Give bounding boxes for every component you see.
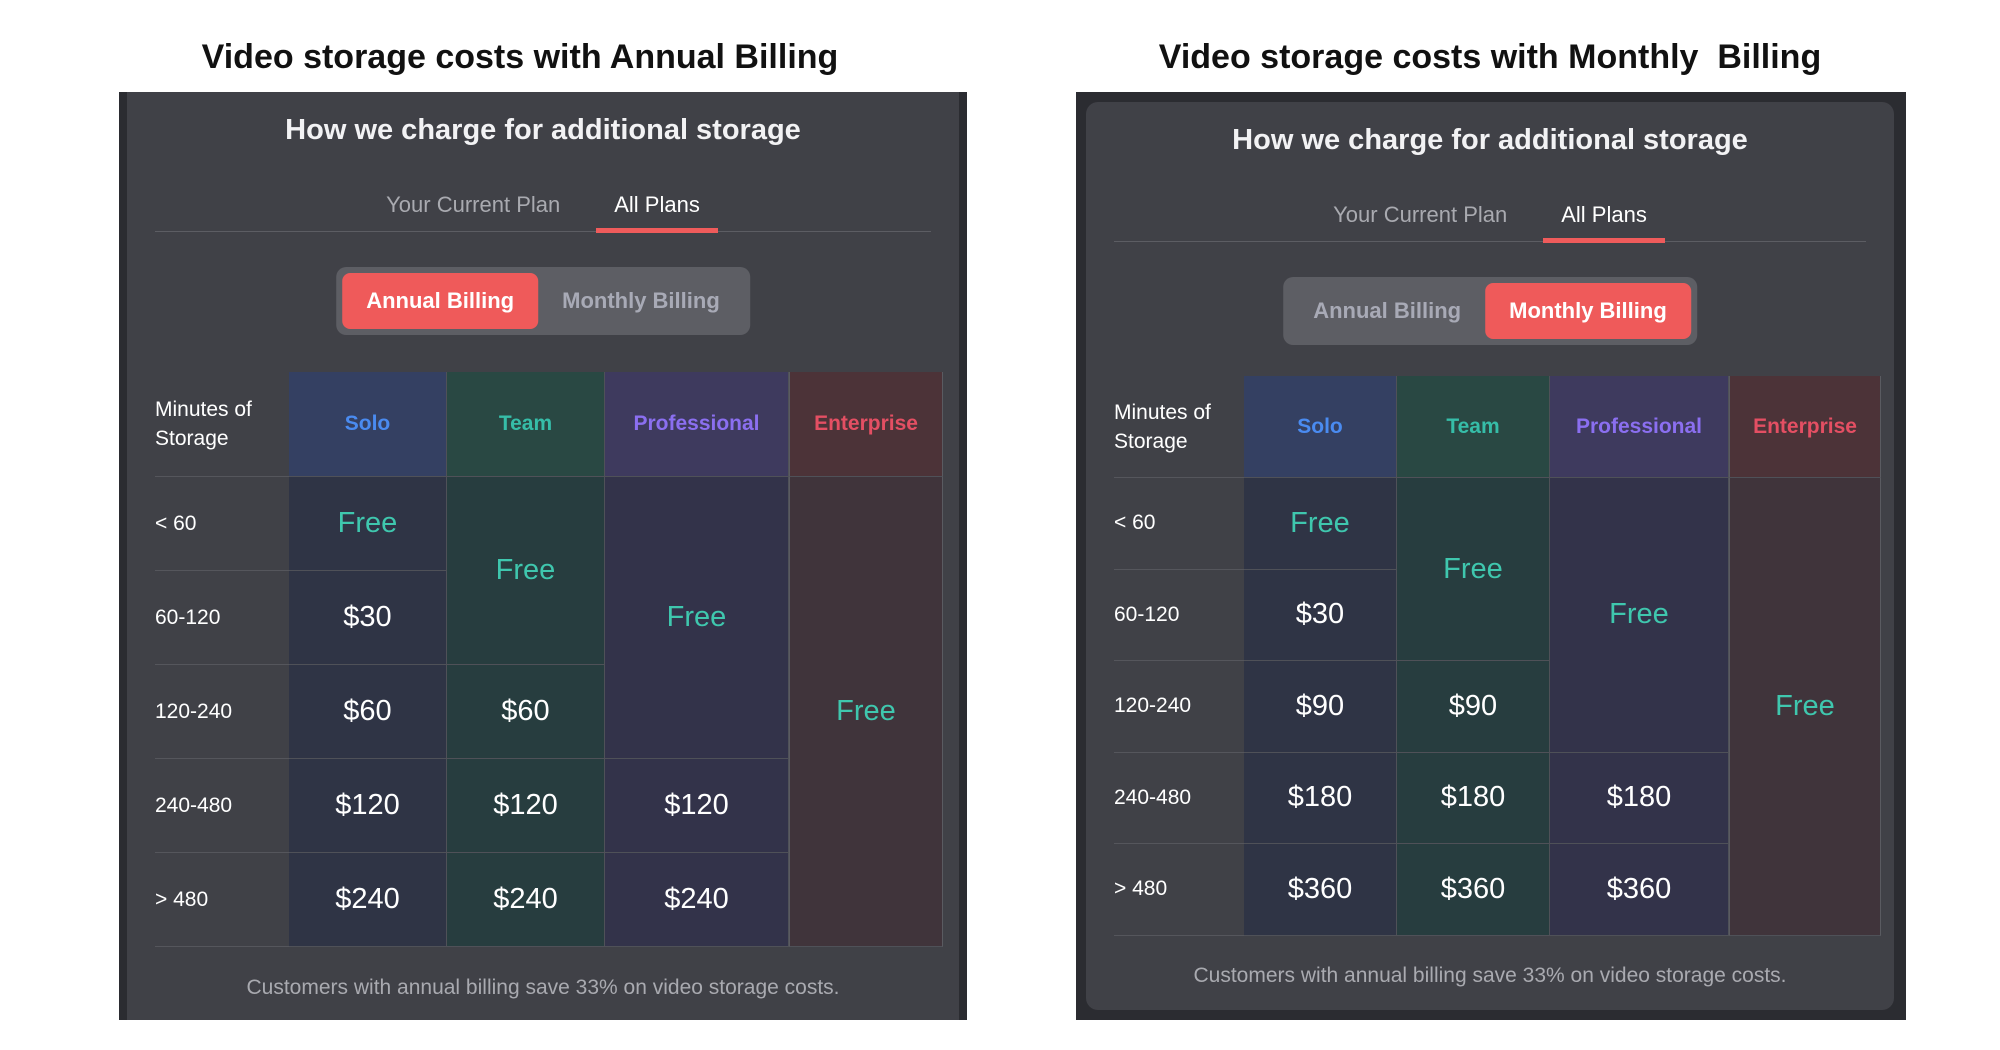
row-label-240-480: 240-480 [155,759,289,853]
card-title: How we charge for additional storage [1232,124,1748,156]
row-label-240-480: 240-480 [1114,753,1244,844]
plan-tabs: Your Current Plan All Plans [155,182,931,233]
team-price-240-480: $120 [447,759,605,853]
enterprise-price-all: Free [789,477,943,947]
column-header-solo: Solo [1244,376,1397,478]
professional-price-240-480: $120 [605,759,789,853]
storage-pricing-card: How we charge for additional storage You… [127,92,959,1020]
row-label-lt-60: < 60 [1114,478,1244,570]
solo-price-120-240: $60 [289,665,447,759]
row-label-lt-60: < 60 [155,477,289,571]
card-title: How we charge for additional storage [285,114,801,146]
solo-price-240-480: $120 [289,759,447,853]
solo-price-gt-480: $360 [1244,844,1397,936]
annual-billing-button[interactable]: Annual Billing [342,273,539,329]
pricing-table: Minutes of Storage Solo Team Professiona… [1114,376,1881,936]
team-price-up-to-120: Free [447,477,605,665]
team-price-120-240: $90 [1397,661,1550,753]
column-header-professional: Professional [1550,376,1729,478]
column-header-enterprise: Enterprise [1729,376,1881,478]
header-minutes-of-storage: Minutes of Storage [1114,376,1244,478]
professional-price-up-to-240: Free [605,477,789,759]
column-header-team: Team [447,372,605,477]
team-price-up-to-120: Free [1397,478,1550,661]
savings-note: Customers with annual billing save 33% o… [1193,964,1787,987]
annual-billing-button[interactable]: Annual Billing [1313,298,1462,323]
tab-all-plans[interactable]: All Plans [596,182,718,233]
header-minutes-of-storage: Minutes of Storage [155,372,289,477]
storage-pricing-card: How we charge for additional storage You… [1086,102,1894,1010]
panel-caption-annual: Video storage costs with Annual Billing [201,38,839,76]
solo-price-lt-60: Free [289,477,447,571]
pricing-table: Minutes of Storage Solo Team Professiona… [155,372,943,947]
panel-caption-monthly: Video storage costs with Monthly Billing [1158,38,1822,76]
annual-billing-screenshot: How we charge for additional storage You… [119,92,967,1020]
monthly-billing-screenshot: How we charge for additional storage You… [1076,92,1906,1020]
billing-toggle: Annual Billing Monthly Billing [1283,277,1697,345]
column-header-solo: Solo [289,372,447,477]
team-price-240-480: $180 [1397,752,1550,844]
team-price-120-240: $60 [447,665,605,759]
row-label-120-240: 120-240 [1114,661,1244,753]
column-header-enterprise: Enterprise [789,372,943,477]
enterprise-price-all: Free [1729,478,1881,936]
tab-your-current-plan[interactable]: Your Current Plan [1333,202,1508,227]
professional-price-240-480: $180 [1550,752,1729,844]
team-price-gt-480: $360 [1397,844,1550,936]
plan-tabs: Your Current Plan All Plans [1114,192,1866,243]
solo-price-120-240: $90 [1244,661,1397,753]
professional-price-up-to-240: Free [1550,478,1729,753]
row-label-gt-480: > 480 [1114,844,1244,936]
solo-price-240-480: $180 [1244,752,1397,844]
professional-price-gt-480: $240 [605,853,789,947]
row-label-120-240: 120-240 [155,665,289,759]
solo-price-gt-480: $240 [289,853,447,947]
column-header-professional: Professional [605,372,789,477]
row-label-60-120: 60-120 [155,571,289,665]
solo-price-lt-60: Free [1244,478,1397,570]
solo-price-60-120: $30 [289,571,447,665]
savings-note: Customers with annual billing save 33% o… [246,976,840,999]
billing-toggle: Annual Billing Monthly Billing [336,267,750,335]
tab-your-current-plan[interactable]: Your Current Plan [386,192,561,217]
monthly-billing-button[interactable]: Monthly Billing [1485,283,1691,339]
row-label-60-120: 60-120 [1114,570,1244,661]
tab-all-plans[interactable]: All Plans [1543,192,1665,243]
team-price-gt-480: $240 [447,853,605,947]
solo-price-60-120: $30 [1244,569,1397,661]
professional-price-gt-480: $360 [1550,844,1729,936]
monthly-billing-button[interactable]: Monthly Billing [562,288,720,313]
row-label-gt-480: > 480 [155,853,289,947]
column-header-team: Team [1397,376,1550,478]
